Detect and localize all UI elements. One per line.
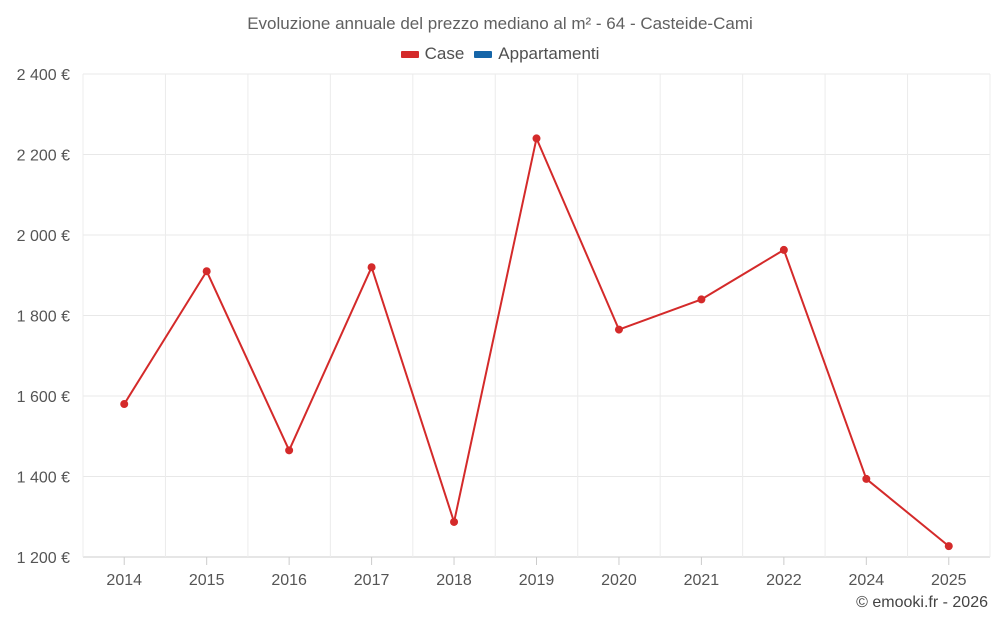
chart-legend: Case Appartamenti	[0, 44, 1000, 64]
x-tick-label: 2017	[354, 572, 390, 589]
legend-item-appartamenti[interactable]: Appartamenti	[474, 44, 599, 64]
data-point[interactable]	[202, 267, 211, 276]
y-tick-label: 2 000 €	[17, 228, 70, 245]
legend-swatch-appartamenti	[474, 50, 493, 58]
x-tick-label: 2014	[106, 572, 142, 589]
data-point[interactable]	[944, 542, 953, 551]
data-point[interactable]	[532, 134, 541, 143]
y-tick-label: 2 400 €	[17, 67, 70, 84]
x-tick-label: 2016	[271, 572, 307, 589]
legend-label-case: Case	[424, 44, 465, 63]
chart-title: Evoluzione annuale del prezzo mediano al…	[247, 14, 753, 33]
y-tick-label: 1 800 €	[17, 309, 70, 326]
legend-label-appartamenti: Appartamenti	[498, 44, 600, 63]
y-tick-label: 1 600 €	[17, 389, 70, 406]
x-tick-label: 2024	[849, 572, 885, 589]
x-tick-label: 2018	[436, 572, 472, 589]
x-tick-label: 2015	[189, 572, 225, 589]
y-tick-label: 1 400 €	[17, 470, 70, 487]
data-point[interactable]	[367, 263, 376, 272]
x-axis: 2014 2015 2016 2017 2018 2019 2020 2021 2022 2024…	[106, 557, 967, 589]
data-point[interactable]	[779, 245, 788, 254]
y-tick-label: 2 200 €	[17, 148, 70, 165]
data-point[interactable]	[120, 400, 129, 409]
data-point[interactable]	[862, 474, 871, 483]
series-layer	[120, 134, 953, 551]
legend-swatch-case	[400, 50, 419, 58]
legend-item-case[interactable]: Case	[400, 44, 465, 64]
grid-lines	[82, 73, 991, 558]
x-tick-label: 2025	[931, 572, 967, 589]
data-point[interactable]	[450, 517, 459, 526]
data-point[interactable]	[614, 325, 623, 334]
credit-text: © emooki.fr - 2026	[856, 594, 988, 611]
y-tick-label: 1 200 €	[17, 550, 70, 567]
x-tick-label: 2020	[601, 572, 637, 589]
y-axis: 1 200 € 1 400 € 1 600 € 1 800 € 2 000 € 2 200…	[17, 67, 70, 567]
x-tick-label: 2019	[519, 572, 555, 589]
data-point[interactable]	[285, 446, 294, 455]
data-point[interactable]	[697, 295, 706, 304]
x-tick-label: 2022	[766, 572, 802, 589]
x-tick-label: 2021	[684, 572, 720, 589]
